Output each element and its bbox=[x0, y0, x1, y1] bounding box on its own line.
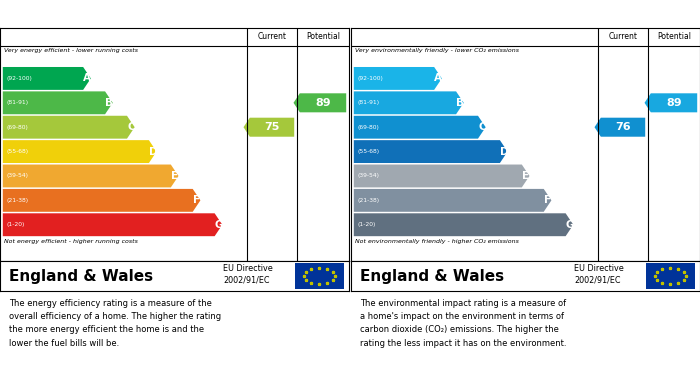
Polygon shape bbox=[3, 116, 134, 139]
Text: G: G bbox=[566, 220, 574, 230]
Text: EU Directive
2002/91/EC: EU Directive 2002/91/EC bbox=[223, 264, 273, 285]
Bar bbox=[295, 264, 344, 289]
Polygon shape bbox=[3, 140, 157, 163]
Polygon shape bbox=[3, 165, 178, 187]
Text: (39-54): (39-54) bbox=[358, 174, 380, 178]
Polygon shape bbox=[3, 213, 223, 236]
Bar bbox=[646, 264, 695, 289]
Text: D: D bbox=[149, 147, 158, 156]
Polygon shape bbox=[3, 67, 91, 90]
Text: F: F bbox=[193, 196, 200, 205]
Text: (21-38): (21-38) bbox=[7, 198, 29, 203]
Polygon shape bbox=[244, 118, 294, 137]
Text: B: B bbox=[456, 98, 464, 108]
Text: (1-20): (1-20) bbox=[358, 222, 377, 227]
Text: The environmental impact rating is a measure of
a home's impact on the environme: The environmental impact rating is a mea… bbox=[360, 299, 566, 348]
Text: E: E bbox=[172, 171, 178, 181]
Text: Potential: Potential bbox=[657, 32, 691, 41]
Text: Potential: Potential bbox=[306, 32, 340, 41]
Text: Not energy efficient - higher running costs: Not energy efficient - higher running co… bbox=[4, 239, 138, 244]
Polygon shape bbox=[3, 91, 113, 114]
Text: Not environmentally friendly - higher CO₂ emissions: Not environmentally friendly - higher CO… bbox=[355, 239, 519, 244]
Polygon shape bbox=[354, 116, 486, 139]
Polygon shape bbox=[293, 93, 346, 112]
Text: Current: Current bbox=[608, 32, 638, 41]
Polygon shape bbox=[354, 165, 529, 187]
Text: B: B bbox=[105, 98, 113, 108]
Text: Current: Current bbox=[258, 32, 286, 41]
Polygon shape bbox=[354, 91, 463, 114]
Text: (39-54): (39-54) bbox=[7, 174, 29, 178]
Text: (92-100): (92-100) bbox=[358, 76, 384, 81]
Text: (1-20): (1-20) bbox=[7, 222, 25, 227]
Text: 89: 89 bbox=[666, 98, 682, 108]
Text: A: A bbox=[83, 74, 91, 83]
Text: (81-91): (81-91) bbox=[358, 100, 380, 105]
Text: D: D bbox=[500, 147, 508, 156]
Text: The energy efficiency rating is a measure of the
overall efficiency of a home. T: The energy efficiency rating is a measur… bbox=[8, 299, 221, 348]
Text: England & Wales: England & Wales bbox=[8, 269, 153, 283]
Text: Energy Efficiency Rating: Energy Efficiency Rating bbox=[6, 7, 168, 20]
Text: EU Directive
2002/91/EC: EU Directive 2002/91/EC bbox=[575, 264, 624, 285]
Text: G: G bbox=[215, 220, 223, 230]
Text: Environmental Impact (CO₂) Rating: Environmental Impact (CO₂) Rating bbox=[357, 7, 589, 20]
Text: (92-100): (92-100) bbox=[7, 76, 33, 81]
Text: C: C bbox=[478, 122, 486, 132]
Polygon shape bbox=[3, 189, 200, 212]
Text: England & Wales: England & Wales bbox=[360, 269, 504, 283]
Text: 89: 89 bbox=[315, 98, 331, 108]
Text: 76: 76 bbox=[615, 122, 631, 132]
Text: (55-68): (55-68) bbox=[358, 149, 380, 154]
Text: C: C bbox=[127, 122, 135, 132]
Polygon shape bbox=[645, 93, 697, 112]
Polygon shape bbox=[354, 140, 508, 163]
Polygon shape bbox=[354, 189, 552, 212]
Text: A: A bbox=[434, 74, 442, 83]
Polygon shape bbox=[354, 213, 573, 236]
Text: 75: 75 bbox=[265, 122, 280, 132]
Polygon shape bbox=[354, 67, 442, 90]
Text: Very energy efficient - lower running costs: Very energy efficient - lower running co… bbox=[4, 48, 138, 53]
Text: (21-38): (21-38) bbox=[358, 198, 380, 203]
Text: (69-80): (69-80) bbox=[358, 125, 380, 130]
Text: Very environmentally friendly - lower CO₂ emissions: Very environmentally friendly - lower CO… bbox=[355, 48, 519, 53]
Polygon shape bbox=[594, 118, 645, 137]
Text: E: E bbox=[522, 171, 530, 181]
Text: F: F bbox=[545, 196, 552, 205]
Text: (81-91): (81-91) bbox=[7, 100, 29, 105]
Text: (55-68): (55-68) bbox=[7, 149, 29, 154]
Text: (69-80): (69-80) bbox=[7, 125, 29, 130]
